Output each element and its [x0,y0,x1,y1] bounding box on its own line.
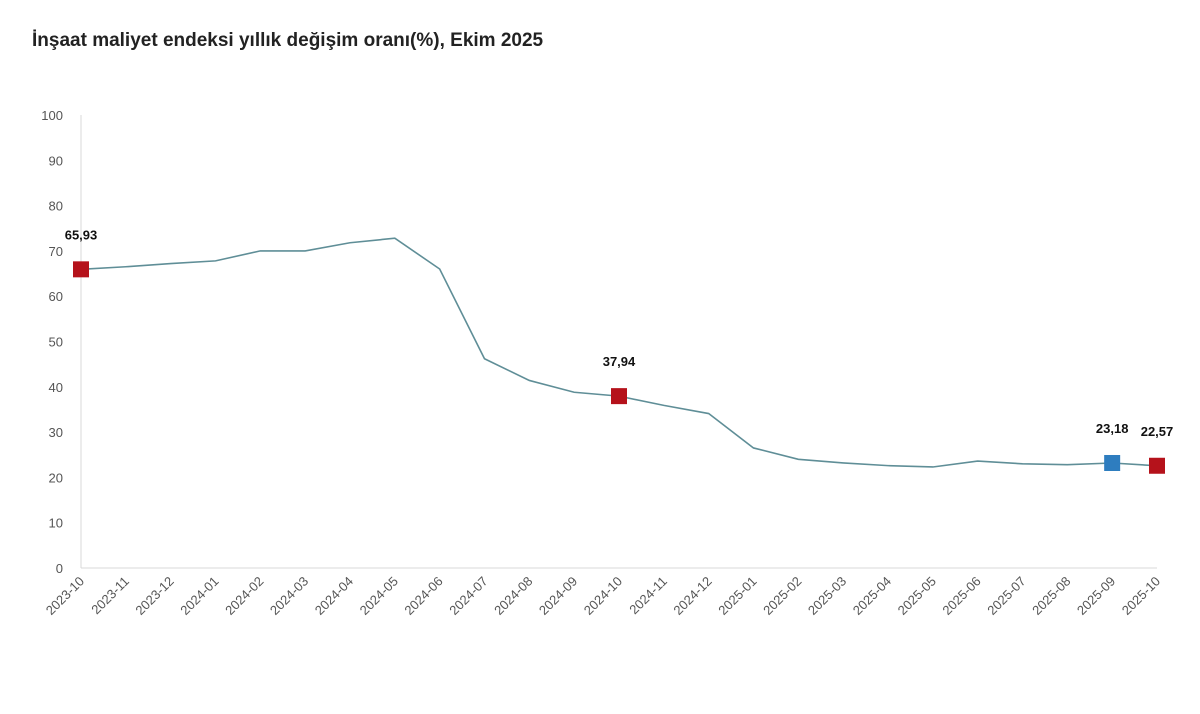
x-tick-label: 2025-07 [984,574,1028,618]
y-tick-label: 20 [49,470,63,485]
x-tick-label: 2025-05 [895,574,939,618]
x-tick-label: 2024-02 [222,574,266,618]
x-tick-label: 2024-12 [670,574,714,618]
chart-title: İnşaat maliyet endeksi yıllık değişim or… [32,30,544,51]
x-tick-label: 2024-10 [581,574,625,618]
x-tick-label: 2023-11 [88,574,132,618]
data-marker [1149,457,1165,474]
y-tick-label: 60 [49,289,63,304]
y-tick-label: 70 [49,244,63,259]
data-marker [611,388,627,405]
x-tick-label: 2025-06 [939,574,983,618]
x-tick-label: 2025-09 [1074,574,1118,618]
x-tick-label: 2024-09 [536,574,580,618]
x-tick-label: 2024-11 [626,574,670,618]
data-label: 23,18 [1096,421,1129,436]
data-label: 22,57 [1141,424,1174,439]
data-label: 37,94 [603,354,636,369]
x-tick-label: 2024-03 [267,574,311,618]
y-tick-label: 10 [49,516,63,531]
x-tick-label: 2023-10 [43,574,87,618]
x-tick-label: 2025-01 [715,574,759,618]
series-line [80,237,1158,468]
x-tick-label: 2024-07 [446,574,490,618]
x-tick-label: 2024-04 [312,574,356,618]
x-tick-label: 2024-08 [491,574,535,618]
x-tick-label: 2025-03 [805,574,849,618]
y-tick-label: 0 [56,561,63,576]
y-tick-label: 90 [49,153,63,168]
x-tick-label: 2025-10 [1119,574,1163,618]
y-tick-label: 80 [49,199,63,214]
y-tick-label: 50 [49,335,63,350]
x-tick-label: 2023-12 [132,574,176,618]
x-tick-label: 2024-05 [357,574,401,618]
y-tick-label: 30 [49,425,63,440]
y-tick-label: 40 [49,380,63,395]
x-tick-label: 2024-01 [177,574,221,618]
data-label: 65,93 [65,227,98,242]
data-marker [73,261,89,278]
x-tick-label: 2025-02 [760,574,804,618]
x-tick-label: 2025-08 [1029,574,1073,618]
y-tick-label: 100 [41,108,63,123]
x-tick-label: 2025-04 [850,574,894,618]
x-tick-label: 2024-06 [401,574,445,618]
data-marker [1104,454,1121,471]
